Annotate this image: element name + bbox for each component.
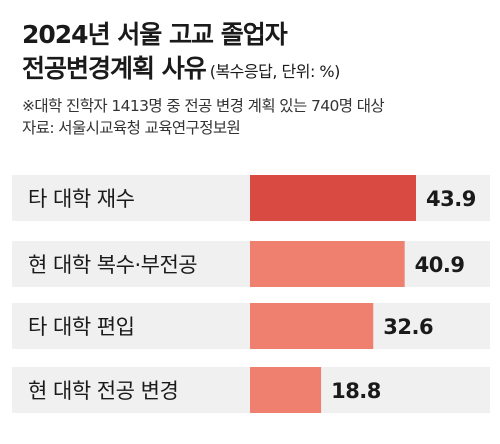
category-label: 현 대학 전공 변경 — [28, 379, 178, 403]
value-label: 40.9 — [415, 253, 465, 277]
bar — [250, 303, 374, 349]
value-label: 18.8 — [331, 379, 381, 403]
category-label: 타 대학 편입 — [28, 315, 134, 339]
chart-title-line-2: 전공변경계획 사유 (복수응답, 단위: %) — [22, 52, 490, 89]
category-label: 타 대학 재수 — [28, 187, 135, 211]
chart-title-line-1: 2024년 서울 고교 졸업자 — [22, 20, 288, 49]
category-label: 현 대학 복수·부전공 — [28, 253, 197, 277]
survey-note: ※대학 진학자 1413명 중 전공 변경 계획 있는 740명 대상 — [22, 97, 385, 115]
bar — [250, 175, 416, 221]
value-label: 32.6 — [383, 315, 433, 339]
value-label: 43.9 — [426, 187, 476, 211]
bar — [250, 367, 322, 413]
source-note: 자료: 서울시교육청 교육연구정보원 — [22, 119, 241, 137]
chart-header: 2024년 서울 고교 졸업자 전공변경계획 사유 (복수응답, 단위: %) ※… — [22, 18, 490, 139]
unit-note: (복수응답, 단위: %) — [209, 62, 341, 81]
bar — [250, 241, 405, 287]
chart-title-text: 전공변경계획 사유 — [22, 54, 207, 83]
